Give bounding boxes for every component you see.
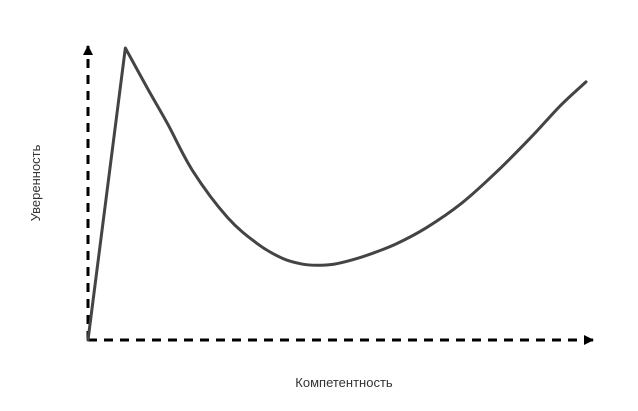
series-line-0 [86, 46, 588, 342]
axes [83, 45, 594, 345]
series-layer [86, 46, 588, 342]
x-axis-label: Компетентность [295, 375, 393, 390]
y-axis-label: Уверенность [28, 144, 43, 221]
